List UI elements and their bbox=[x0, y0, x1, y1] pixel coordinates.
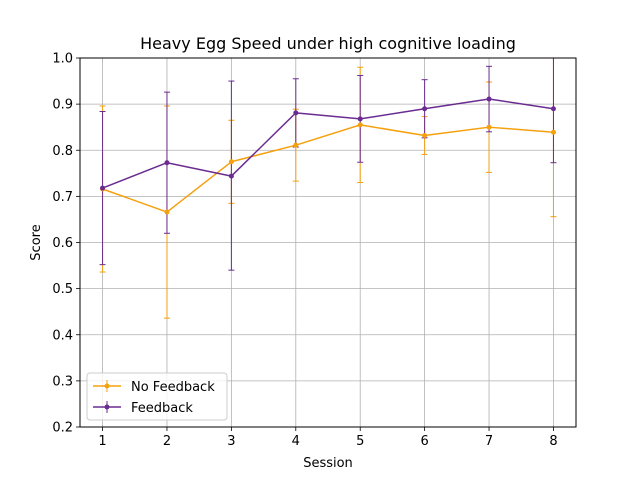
data-point-feedback bbox=[486, 96, 492, 102]
y-tick-label: 0.6 bbox=[52, 236, 73, 251]
data-point-feedback bbox=[550, 106, 556, 112]
y-tick-label: 0.7 bbox=[52, 190, 73, 205]
y-tick-label: 0.3 bbox=[52, 374, 73, 389]
y-tick-label: 1.0 bbox=[52, 52, 73, 67]
x-axis-label: Session bbox=[303, 456, 353, 471]
legend-box bbox=[86, 372, 228, 421]
tick-layer: 1 2 3 4 5 6 7 8 0.2 0.3 0.4 0.5 0.6 0.7 0.8 0.9 1.0 bbox=[52, 52, 557, 450]
y-axis-label: Score bbox=[29, 224, 44, 260]
data-point-no-feedback bbox=[550, 129, 556, 135]
series-layer bbox=[100, 96, 556, 215]
legend-label-feedback: Feedback bbox=[131, 401, 193, 416]
x-tick-label: 3 bbox=[227, 434, 235, 449]
data-point-feedback bbox=[228, 173, 234, 179]
legend-marker-no-feedback bbox=[104, 383, 110, 389]
data-point-feedback bbox=[100, 185, 106, 191]
y-tick-label: 0.8 bbox=[52, 144, 73, 159]
data-point-no-feedback bbox=[164, 209, 170, 215]
series-line-no-feedback bbox=[102, 124, 554, 213]
x-tick-label: 1 bbox=[98, 434, 106, 449]
legend: No Feedback Feedback bbox=[86, 372, 228, 421]
y-tick-label: 0.5 bbox=[52, 282, 73, 297]
data-point-no-feedback bbox=[357, 122, 363, 128]
data-point-no-feedback bbox=[422, 132, 428, 138]
x-tick-label: 5 bbox=[356, 434, 364, 449]
data-point-no-feedback bbox=[228, 159, 234, 165]
legend-marker-feedback bbox=[104, 404, 110, 410]
x-tick-label: 6 bbox=[420, 434, 428, 449]
data-point-feedback bbox=[164, 160, 170, 166]
chart-title: Heavy Egg Speed under high cognitive loa… bbox=[140, 34, 516, 53]
data-point-no-feedback bbox=[486, 124, 492, 130]
x-tick-label: 2 bbox=[163, 434, 171, 449]
x-tick-label: 8 bbox=[549, 434, 557, 449]
legend-entry-no-feedback: No Feedback bbox=[93, 380, 215, 395]
legend-entry-feedback: Feedback bbox=[93, 401, 193, 416]
y-tick-label: 0.9 bbox=[52, 98, 73, 113]
data-point-no-feedback bbox=[293, 142, 299, 148]
data-point-feedback bbox=[357, 116, 363, 122]
x-tick-label: 4 bbox=[292, 434, 300, 449]
data-point-feedback bbox=[293, 110, 299, 116]
legend-label-no-feedback: No Feedback bbox=[131, 380, 215, 395]
y-tick-label: 0.2 bbox=[52, 421, 73, 436]
y-tick-label: 0.4 bbox=[52, 328, 73, 343]
data-point-feedback bbox=[422, 106, 428, 112]
series-line-feedback bbox=[102, 98, 554, 189]
x-tick-label: 7 bbox=[485, 434, 493, 449]
